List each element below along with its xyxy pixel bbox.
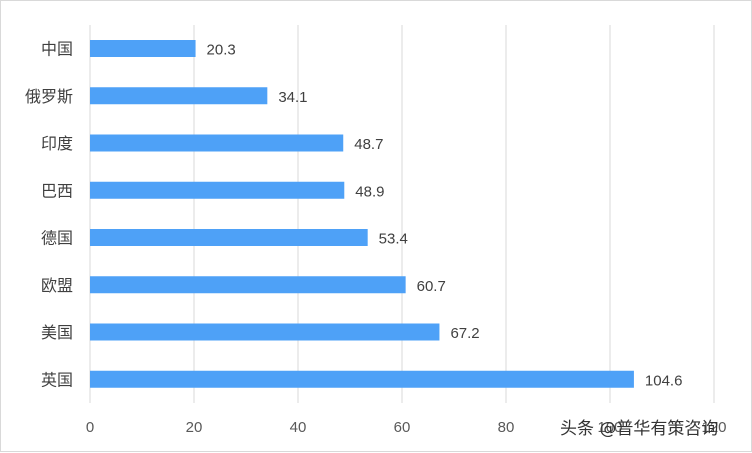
x-tick-label: 40: [290, 419, 307, 436]
x-tick-label: 0: [86, 419, 94, 436]
bar: [90, 370, 634, 388]
bar: [90, 134, 344, 152]
bar: [90, 181, 345, 199]
data-label: 48.9: [355, 183, 384, 200]
category-label: 英国: [41, 370, 73, 389]
bar: [90, 87, 268, 105]
data-label: 48.7: [354, 136, 383, 153]
category-label: 巴西: [41, 181, 73, 200]
data-label: 20.3: [207, 42, 236, 59]
data-label: 34.1: [278, 89, 307, 106]
x-tick-label: 100: [597, 419, 622, 436]
category-label: 俄罗斯: [25, 87, 73, 106]
category-label: 中国: [41, 40, 73, 59]
data-label: 104.6: [645, 372, 683, 389]
x-tick-label: 20: [186, 419, 203, 436]
category-label: 欧盟: [41, 276, 73, 295]
x-tick-label: 80: [498, 419, 515, 436]
bar: [90, 276, 406, 294]
category-label: 印度: [41, 134, 73, 153]
data-label: 60.7: [417, 278, 446, 295]
data-label: 53.4: [379, 231, 408, 248]
category-label: 德国: [41, 229, 73, 248]
bar: [90, 40, 196, 57]
x-tick-label: 60: [394, 419, 411, 436]
data-label: 67.2: [450, 325, 479, 342]
watermark-text: 头条 @普华有策咨询: [560, 419, 719, 439]
bar: [90, 229, 368, 246]
bar: [90, 323, 440, 341]
x-tick-label: 120: [701, 419, 726, 436]
category-label: 美国: [41, 323, 73, 342]
